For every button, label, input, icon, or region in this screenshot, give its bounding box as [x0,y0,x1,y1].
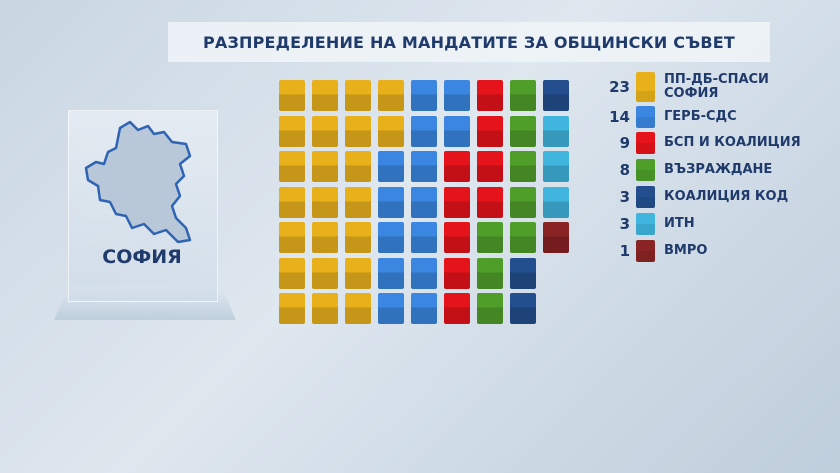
legend-swatch [636,159,655,181]
seat-cell [477,186,503,218]
seat-cell [444,222,470,253]
seat-cell [312,80,338,111]
seat-cell [444,80,470,111]
seat-cell [378,186,404,218]
seat-cell [510,186,536,218]
legend-seat-count: 3 [619,215,630,233]
seat-cell [411,257,437,289]
seat-cell [345,257,371,289]
seat-cell [411,293,437,324]
seat-cell [312,186,338,218]
seat-cell [312,257,338,289]
legend-seat-count: 14 [609,108,630,126]
seat-cell [510,115,536,147]
legend-seat-count: 9 [619,134,630,152]
seat-cell [543,115,569,147]
seat-cell [279,257,305,289]
seat-cell [510,151,536,182]
legend-item: 3 ИТН [600,213,695,235]
seat-cell [477,80,503,111]
seat-cell [477,115,503,147]
seat-cell [411,222,437,253]
legend-seat-count: 3 [619,188,630,206]
legend-label: ГЕРБ-СДС [664,109,737,124]
seat-cell [279,293,305,324]
seat-cell [543,151,569,182]
seat-cell [279,115,305,147]
legend-label: ВЪЗРАЖДАНЕ [664,162,773,177]
seat-cell [279,80,305,111]
seat-cell [444,293,470,324]
legend-label: КОАЛИЦИЯ КОД [664,189,789,204]
seat-cell [345,186,371,218]
seat-cell [378,293,404,324]
seat-cell [477,222,503,253]
seat-cell [411,186,437,218]
seat-cell [411,151,437,182]
seat-cell [477,151,503,182]
seat-cell [444,151,470,182]
legend-swatch [636,213,655,235]
legend-seat-count: 1 [619,242,630,260]
legend-swatch [636,132,655,154]
seat-cell [345,115,371,147]
sofia-map-icon [84,120,192,244]
seat-cell [312,115,338,147]
seat-cell [345,222,371,253]
seat-cell [312,222,338,253]
legend-label: БСП И КОАЛИЦИЯ [664,135,801,150]
seat-cell [279,186,305,218]
seat-cell [444,115,470,147]
seat-cell [444,186,470,218]
legend-item: 3 КОАЛИЦИЯ КОД [600,186,788,208]
seat-cell [378,257,404,289]
seat-cell [510,80,536,111]
seat-cell [378,115,404,147]
seat-cell [444,257,470,289]
legend-item: 9 БСП И КОАЛИЦИЯ [600,132,801,154]
seat-cell [279,222,305,253]
seat-cell [378,151,404,182]
legend-seat-count: 8 [619,161,630,179]
legend-label: ПП-ДБ-СПАСИ СОФИЯ [664,72,769,101]
seat-cell [411,80,437,111]
legend-item: 1 ВМРО [600,240,707,262]
legend-label: ИТН [664,216,695,231]
seat-cell [378,222,404,253]
seat-cell [312,151,338,182]
legend-swatch [636,186,655,208]
seat-cell [477,293,503,324]
seat-cell [312,293,338,324]
seat-cell [345,80,371,111]
legend-seat-count: 23 [609,78,630,96]
seat-cell [543,186,569,218]
legend-label: ВМРО [664,243,708,258]
seat-cell [510,257,536,289]
city-label: СОФИЯ [102,246,182,268]
legend-swatch [636,240,655,262]
seat-cell [543,80,569,111]
seat-cell [477,257,503,289]
seat-cell [279,151,305,182]
legend-swatch [636,106,655,128]
chart-title: РАЗПРЕДЕЛЕНИЕ НА МАНДАТИТЕ ЗА ОБЩИНСКИ С… [168,22,770,62]
seat-cell [510,222,536,253]
seat-cell [378,80,404,111]
legend-item: 23 ПП-ДБ-СПАСИ СОФИЯ [600,72,774,102]
seat-cell [345,293,371,324]
seat-cell [510,293,536,324]
legend-swatch [636,72,655,102]
seat-cell [543,222,569,253]
seat-cell [345,151,371,182]
legend-item: 8 ВЪЗРАЖДАНЕ [600,159,772,181]
seat-cell [411,115,437,147]
legend-item: 14 ГЕРБ-СДС [600,106,737,128]
